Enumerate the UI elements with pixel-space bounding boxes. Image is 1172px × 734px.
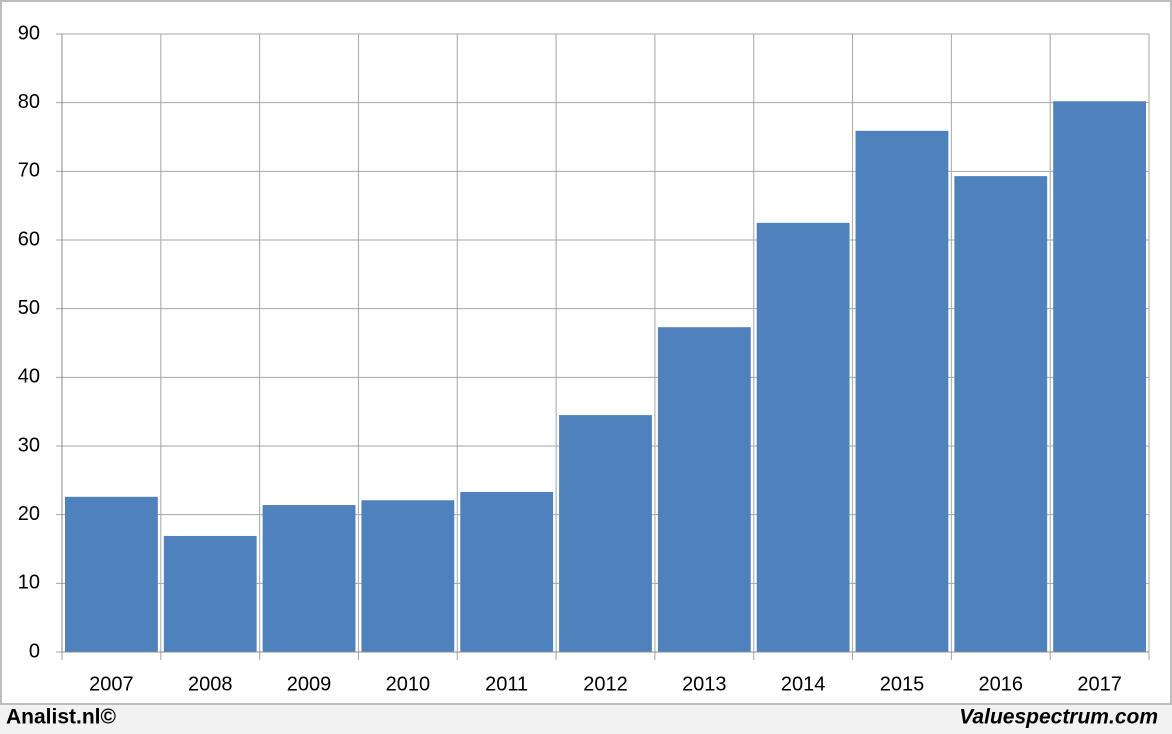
x-tick-label: 2014	[781, 673, 826, 695]
x-tick-label: 2007	[89, 673, 134, 695]
y-tick-label: 10	[18, 572, 40, 594]
y-tick-label: 40	[18, 366, 40, 388]
bar	[756, 222, 850, 653]
y-tick-label: 30	[18, 434, 40, 456]
y-tick-label: 20	[18, 503, 40, 525]
footer-left: Analist.nl©	[6, 706, 117, 729]
footer-band	[0, 705, 1172, 734]
x-tick-label: 2013	[682, 673, 727, 695]
x-tick-label: 2010	[386, 673, 431, 695]
bar	[262, 505, 356, 652]
bar	[460, 492, 554, 652]
bar	[1053, 101, 1146, 652]
x-tick-label: 2009	[287, 673, 332, 695]
x-tick-label: 2008	[188, 673, 233, 695]
bar	[954, 176, 1048, 652]
y-tick-label: 80	[18, 91, 40, 113]
y-tick-label: 50	[18, 297, 40, 319]
footer-right: Valuespectrum.com	[959, 706, 1158, 729]
bar	[361, 500, 455, 652]
bar	[559, 415, 652, 652]
y-tick-label: 90	[18, 22, 40, 44]
x-tick-label: 2012	[583, 673, 628, 695]
x-tick-label: 2016	[979, 673, 1024, 695]
bar	[657, 327, 751, 652]
bar	[65, 496, 158, 652]
x-tick-label: 2017	[1077, 673, 1122, 695]
y-tick-label: 0	[29, 640, 40, 662]
x-tick-label: 2015	[880, 673, 925, 695]
bar	[855, 130, 949, 652]
y-tick-label: 70	[18, 160, 40, 182]
bar	[163, 535, 257, 652]
x-tick-label: 2011	[485, 673, 528, 695]
y-tick-label: 60	[18, 228, 40, 250]
